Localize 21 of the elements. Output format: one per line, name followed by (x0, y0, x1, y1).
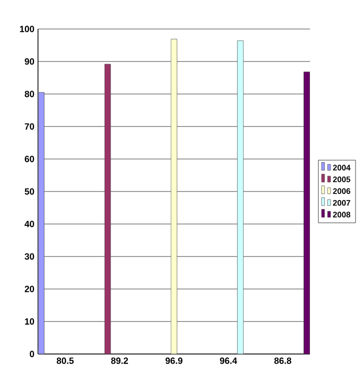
legend-label: 2008 (333, 212, 350, 218)
y-tick-label: 50 (24, 188, 34, 195)
y-tick-label: 90 (24, 58, 34, 65)
x-tick-label: 96.4 (220, 358, 238, 364)
y-tick-label: 0 (30, 350, 34, 358)
x-tick-label: 89.2 (111, 358, 128, 364)
y-tick-label: 60 (24, 156, 34, 162)
y-tick-label: 70 (24, 123, 34, 130)
y-tick-label: 10 (25, 318, 34, 325)
legend-label: 2006 (333, 188, 350, 194)
x-tick-label: 86.8 (274, 358, 292, 364)
y-tick-label: 40 (24, 220, 34, 228)
x-tick-label: 80.5 (56, 358, 74, 364)
legend-label: 2005 (333, 176, 350, 182)
legend-label: 2007 (333, 200, 350, 206)
y-tick-label: 30 (24, 253, 34, 260)
legend-label: 2004 (333, 164, 351, 170)
y-tick-label: 80 (24, 90, 34, 98)
y-tick-label: 100 (20, 26, 34, 32)
y-tick-label: 20 (24, 286, 34, 292)
x-tick-label: 96.9 (166, 358, 182, 364)
